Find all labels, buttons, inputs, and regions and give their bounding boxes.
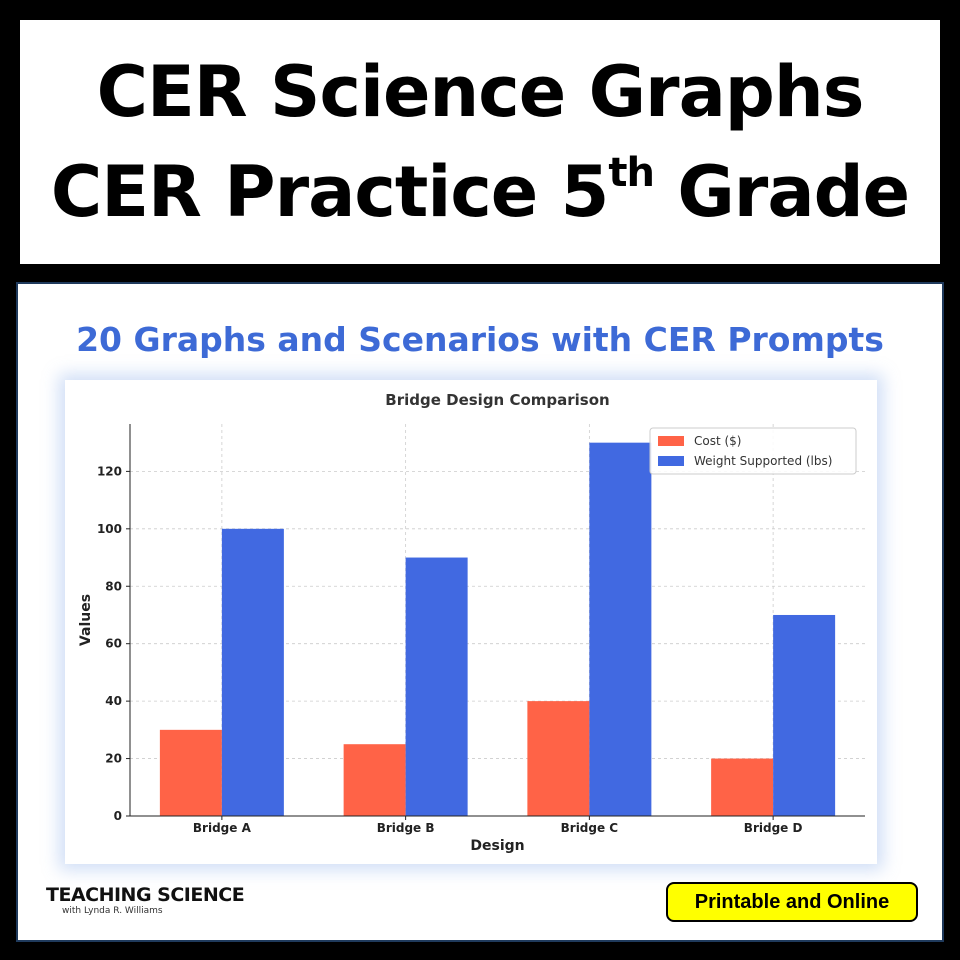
y-tick-label: 0 [114,809,122,823]
y-tick-label: 60 [105,637,122,651]
y-tick-label: 100 [97,522,122,536]
bar-chart: 0 20 40 60 80 100 120 Bridge A Bridge B Bridge C B… [78,391,865,854]
bar [405,557,468,816]
chart-title: Bridge Design Comparison [385,391,609,409]
legend-label: Weight Supported (lbs) [694,454,832,468]
printable-online-badge: Printable and Online [666,882,918,922]
legend-swatch [658,436,684,446]
x-tick-label: Bridge B [377,821,435,835]
title-line-2-superscript: th [608,150,655,196]
legend-label: Cost ($) [694,434,742,448]
title-line-1: CER Science Graphs [96,51,865,133]
legend-box [649,427,857,475]
bar [773,614,836,816]
y-tick-label: 120 [97,464,122,478]
brand-name: TEACHING SCIENCE [46,884,245,906]
y-tick-label: 20 [105,752,122,766]
title-line-2: CER Practice 5th Grade [51,153,910,227]
title-line-2-main: CER Practice 5 [50,151,610,233]
subtitle: 20 Graphs and Scenarios with CER Prompts [76,320,884,359]
y-tick-label: 40 [105,694,122,708]
bar [711,758,774,816]
title-line-2-end: Grade [653,151,910,233]
x-tick-label: Bridge D [744,821,803,835]
title-banner: CER Science Graphs CER Practice 5th Grad… [20,20,940,264]
content-panel: 20 Graphs and Scenarios with CER Prompts… [16,282,944,942]
x-tick-label: Bridge A [193,821,252,835]
x-axis-label: Design [470,838,524,854]
bar [159,729,222,816]
bar [589,442,652,816]
brand-logo: TEACHING SCIENCE with Lynda R. Williams [46,884,245,916]
y-tick-label: 80 [105,579,122,593]
y-axis-label: Values [78,594,94,646]
x-tick-label: Bridge C [561,821,619,835]
bar [343,744,406,816]
brand-tagline: with Lynda R. Williams [62,906,163,916]
bar [527,701,590,816]
chart-card: 0 20 40 60 80 100 120 Bridge A Bridge B Bridge C B… [65,380,877,864]
bar [221,528,284,816]
legend-swatch [658,456,684,466]
